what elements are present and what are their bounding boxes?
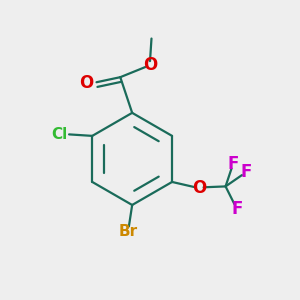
- Text: Cl: Cl: [51, 127, 67, 142]
- Text: F: F: [241, 163, 252, 181]
- Text: O: O: [79, 74, 93, 92]
- Text: F: F: [227, 155, 239, 173]
- Text: F: F: [232, 200, 243, 218]
- Text: O: O: [192, 179, 206, 197]
- Text: O: O: [143, 56, 157, 74]
- Text: Br: Br: [118, 224, 137, 239]
